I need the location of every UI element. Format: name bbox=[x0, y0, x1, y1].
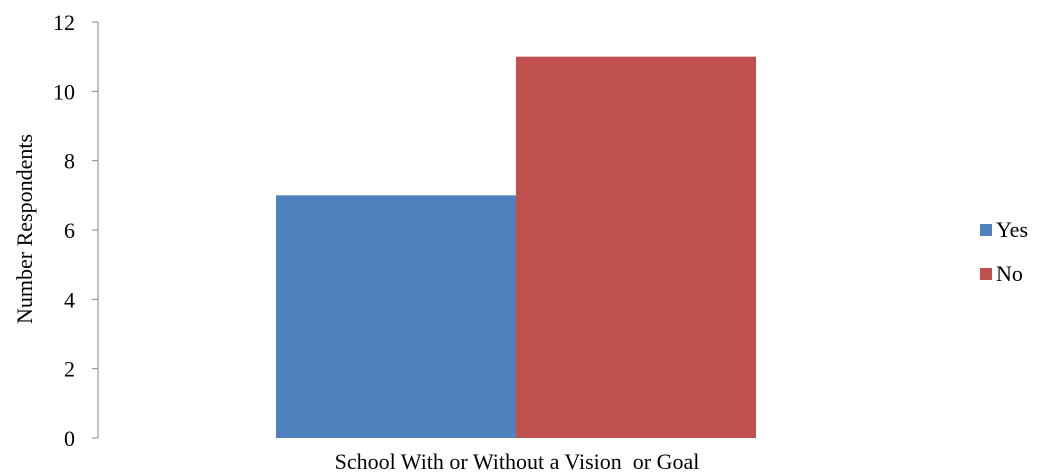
y-tick-label: 6 bbox=[64, 218, 75, 243]
y-tick-label: 2 bbox=[64, 357, 75, 382]
y-tick-label: 4 bbox=[64, 287, 75, 312]
bar-no bbox=[516, 56, 756, 439]
x-axis-title: School With or Without a Vision or Goal bbox=[335, 449, 700, 474]
legend: Yes No bbox=[980, 217, 1028, 286]
y-tick-label: 10 bbox=[53, 79, 75, 104]
bar-yes bbox=[276, 195, 516, 438]
y-axis-title: Number Respondents bbox=[12, 134, 37, 324]
y-tick-label: 12 bbox=[53, 10, 75, 35]
legend-label-no: No bbox=[996, 261, 1023, 286]
bars bbox=[276, 56, 756, 439]
y-tick-label: 8 bbox=[64, 149, 75, 174]
legend-label-yes: Yes bbox=[996, 217, 1028, 242]
y-tick-label: 0 bbox=[64, 426, 75, 451]
legend-swatch-yes bbox=[980, 224, 992, 236]
legend-swatch-no bbox=[980, 268, 992, 280]
y-axis-ticks: 0 2 4 6 8 10 12 bbox=[53, 10, 98, 451]
